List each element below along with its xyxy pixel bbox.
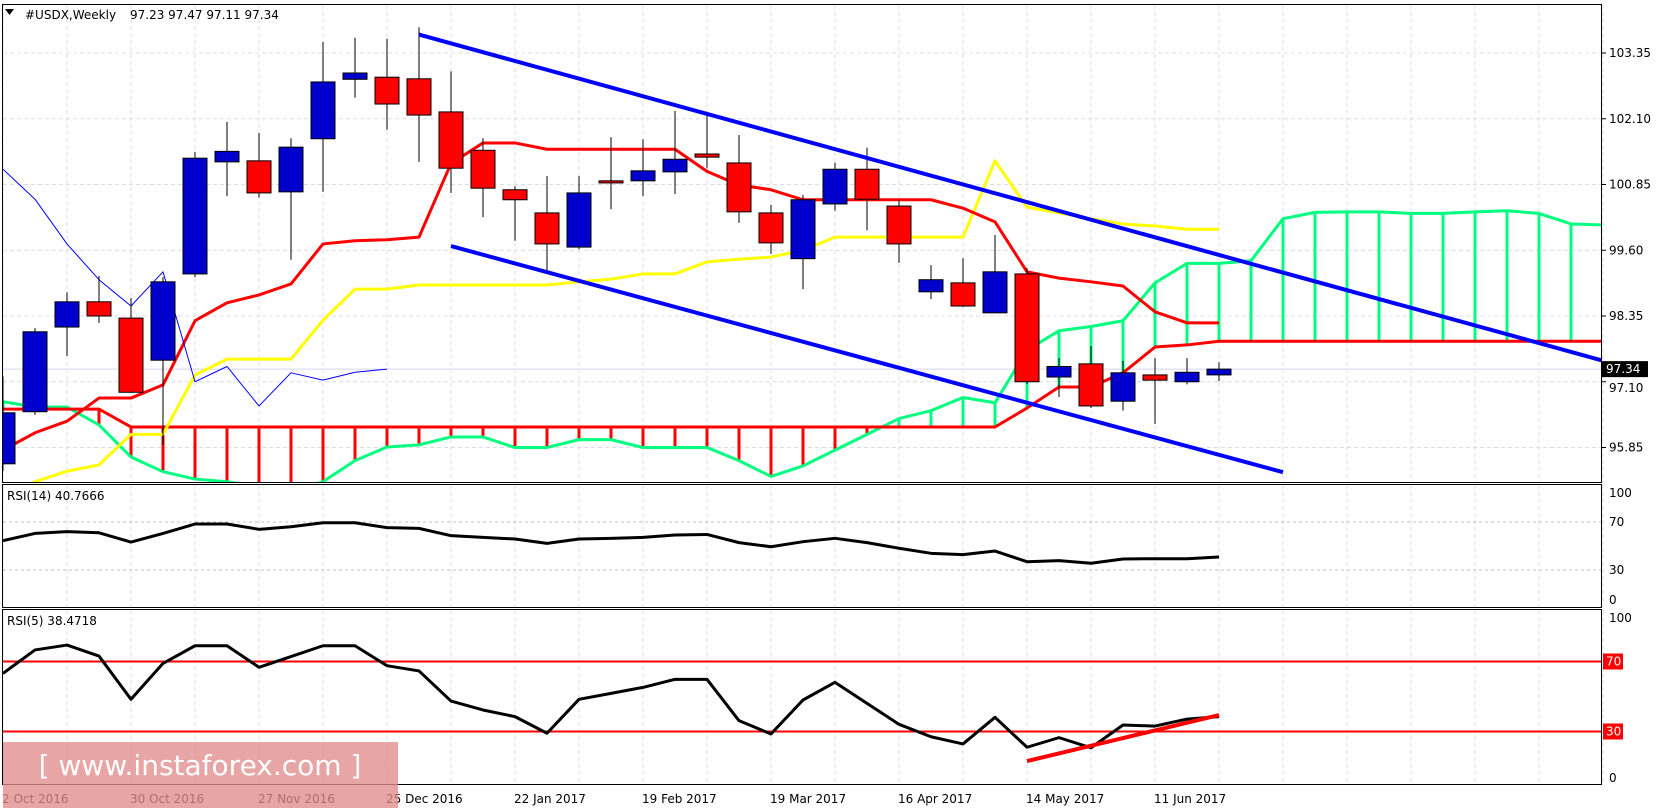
candle <box>1206 368 1232 376</box>
rsi14-axis-label: 30 <box>1609 563 1624 577</box>
price-axis-label: 97.10 <box>1609 381 1643 395</box>
senkou-span-b-line <box>3 339 1601 429</box>
candle <box>22 331 48 413</box>
candle <box>598 180 624 184</box>
price-axis-label: 95.85 <box>1609 441 1643 455</box>
candle <box>54 301 80 328</box>
candle <box>438 111 464 169</box>
symbol-label: #USDX,Weekly <box>25 8 116 22</box>
senkou-span-a-line <box>3 209 1601 482</box>
candle <box>406 78 432 116</box>
rsi5-level-tag <box>1603 653 1623 670</box>
price-axis-label: 100.85 <box>1609 178 1651 192</box>
candle <box>374 76 400 105</box>
price-axis-label: 103.35 <box>1609 46 1651 60</box>
price-axis-label: 98.35 <box>1609 309 1643 323</box>
date-axis-label: 16 Apr 2017 <box>898 792 972 806</box>
candle <box>630 170 656 182</box>
panel-frame <box>2 609 1602 785</box>
candle <box>502 189 528 201</box>
date-axis-label: 19 Feb 2017 <box>642 792 717 806</box>
candle <box>534 212 560 245</box>
panel-frames <box>2 4 1602 785</box>
chikou-span-line <box>3 168 388 407</box>
chart-header: #USDX,Weekly 97.23 97.47 97.11 97.34 RSI… <box>5 8 279 628</box>
candle <box>854 168 880 200</box>
candle <box>470 149 496 189</box>
candle <box>918 279 944 293</box>
candle <box>150 281 176 361</box>
candle <box>758 212 784 244</box>
kijun-sen-line <box>30 159 1219 482</box>
rsi5-trendline <box>1026 713 1220 764</box>
candle <box>790 199 816 260</box>
watermark: [ www.instaforex.com ] <box>3 742 398 808</box>
current-price-label: 97.34 <box>1606 362 1640 376</box>
candle <box>822 168 848 205</box>
candle <box>886 205 912 245</box>
current-price-tag <box>1602 361 1648 378</box>
rsi5-level-tag <box>1603 723 1623 740</box>
rsi14-line <box>3 521 1220 565</box>
candle <box>214 150 240 163</box>
panel-frame <box>2 484 1602 608</box>
rsi14-axis-label: 100 <box>1609 486 1632 500</box>
candle <box>3 412 16 465</box>
rsi14-panel[interactable] <box>3 521 1220 565</box>
candle <box>566 192 592 248</box>
candle <box>246 160 272 194</box>
date-axis-label: 14 May 2017 <box>1026 792 1104 806</box>
candle <box>118 317 144 393</box>
candle <box>694 153 720 158</box>
rsi14-axis-label: 0 <box>1609 593 1617 607</box>
candle <box>1046 365 1072 378</box>
rsi5-panel[interactable] <box>3 643 1601 764</box>
candle <box>950 282 976 307</box>
price-axis-label: 99.60 <box>1609 243 1643 257</box>
ohlc-label: 97.23 97.47 97.11 97.34 <box>130 8 279 22</box>
candle <box>310 81 336 140</box>
candle <box>182 157 208 275</box>
rsi14-label: RSI(14) 40.7666 <box>7 489 105 503</box>
rsi5-level-label: 70 <box>1606 655 1621 669</box>
date-axis-label: 11 Jun 2017 <box>1154 792 1226 806</box>
price-axis-label: 102.10 <box>1609 112 1651 126</box>
panel-frame <box>2 4 1602 483</box>
grid <box>2 5 1604 784</box>
price-panel[interactable] <box>0 27 1603 497</box>
triangle-down-icon[interactable] <box>5 9 14 15</box>
candle <box>1110 372 1136 402</box>
date-axis-label: 22 Jan 2017 <box>514 792 586 806</box>
rsi5-level-label: 30 <box>1606 725 1621 739</box>
candle <box>726 162 752 213</box>
candle <box>1078 363 1104 407</box>
watermark-text: [ www.instaforex.com ] <box>39 749 362 782</box>
rsi14-axis-label: 70 <box>1609 515 1624 529</box>
candle <box>1014 273 1040 383</box>
rsi5-label: RSI(5) 38.4718 <box>7 614 97 628</box>
candle <box>1174 371 1200 383</box>
date-axis-label: 25 Dec 2016 <box>386 792 463 806</box>
rsi5-line <box>3 643 1220 750</box>
date-axis-label: 19 Mar 2017 <box>770 792 846 806</box>
channel-upper-trendline <box>418 32 1601 363</box>
rsi5-axis-label: 0 <box>1609 771 1617 785</box>
candle <box>982 271 1008 314</box>
candle <box>278 146 304 193</box>
candle <box>86 301 112 317</box>
candle <box>662 158 688 173</box>
candle <box>1142 374 1168 381</box>
candle <box>342 72 368 80</box>
rsi5-axis-label: 100 <box>1609 611 1632 625</box>
channel-lower-trendline <box>450 244 1284 475</box>
